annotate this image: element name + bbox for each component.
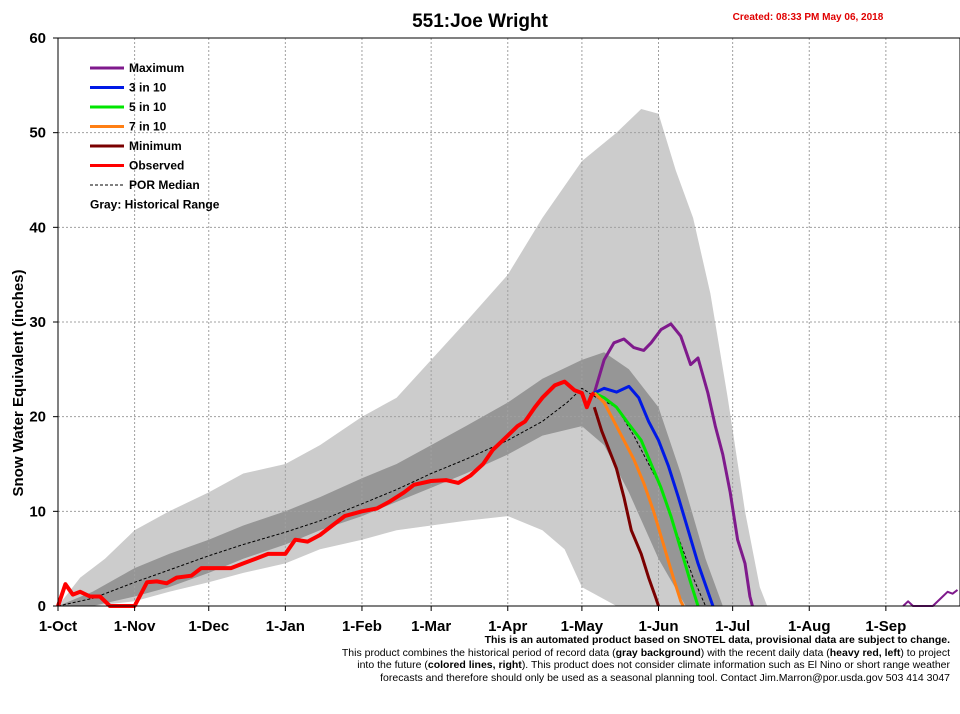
x-tick-label: 1-May: [561, 618, 604, 635]
series-line-0: [57, 387, 706, 607]
y-tick-label: 0: [38, 598, 46, 615]
x-tick-label: 1-Sep: [865, 618, 906, 635]
x-tick-label: 1-Jan: [266, 618, 305, 635]
historical-range-bands: [58, 109, 768, 606]
legend: Maximum 3 in 10 5 in 10 7 in 10 Minimum Obser…: [90, 61, 220, 212]
x-tick-label: 1-Oct: [39, 618, 77, 635]
x-tick-label: 1-Mar: [411, 618, 451, 635]
legend-label: Observed: [129, 159, 184, 173]
historical-band-1: [58, 352, 723, 606]
legend-label: 7 in 10: [129, 120, 167, 134]
legend-label: 3 in 10: [129, 81, 167, 95]
x-tick-label: 1-Jul: [715, 618, 750, 635]
series-line-4: [593, 391, 685, 607]
y-tick-label: 60: [29, 30, 46, 47]
y-axis-label: Snow Water Equivalent (inches): [10, 270, 27, 497]
x-tick-label: 1-Dec: [188, 618, 229, 635]
x-tick-labels: 1-Oct 1-Nov 1-Dec 1-Jan 1-Feb 1-Mar 1-Apr 1-May…: [39, 606, 906, 635]
y-tick-label: 20: [29, 409, 46, 426]
series-lines: [56, 322, 959, 608]
series-line-1: [592, 322, 754, 607]
x-tick-label: 1-Nov: [114, 618, 156, 635]
series-line-5: [592, 406, 660, 607]
footer-note: This is an automated product based on SN…: [250, 634, 950, 684]
footer-line-2: This product combines the historical per…: [341, 646, 950, 659]
x-tick-label: 1-Aug: [788, 618, 831, 635]
legend-label: 5 in 10: [129, 100, 167, 114]
x-tick-label: 1-Feb: [342, 618, 382, 635]
historical-band-0: [58, 109, 768, 606]
series-line-3: [593, 391, 700, 607]
y-tick-label: 30: [29, 314, 46, 331]
y-tick-labels: 0 10 20 30 40 50 60: [29, 30, 58, 615]
series-line-2: [593, 384, 715, 607]
x-tick-label: 1-Apr: [488, 618, 527, 635]
y-tick-label: 50: [29, 125, 46, 142]
footer-line-1: This is an automated product based on SN…: [484, 634, 950, 646]
legend-label: Maximum: [129, 61, 184, 75]
legend-label: POR Median: [129, 178, 200, 192]
x-tick-label: 1-Jun: [639, 618, 679, 635]
legend-label: Minimum: [129, 139, 182, 153]
y-tick-label: 10: [29, 503, 46, 520]
legend-note: Gray: Historical Range: [90, 198, 220, 212]
y-tick-label: 40: [29, 219, 46, 236]
footer-line-3: into the future (colored lines, right). …: [357, 659, 950, 672]
series-line-7: [902, 589, 959, 607]
footer-line-4: forecasts and therefore should only be u…: [380, 671, 950, 684]
created-timestamp: Created: 08:33 PM May 06, 2018: [733, 12, 884, 23]
chart-title: 551:Joe Wright: [412, 11, 549, 32]
series-line-6: [56, 379, 596, 608]
